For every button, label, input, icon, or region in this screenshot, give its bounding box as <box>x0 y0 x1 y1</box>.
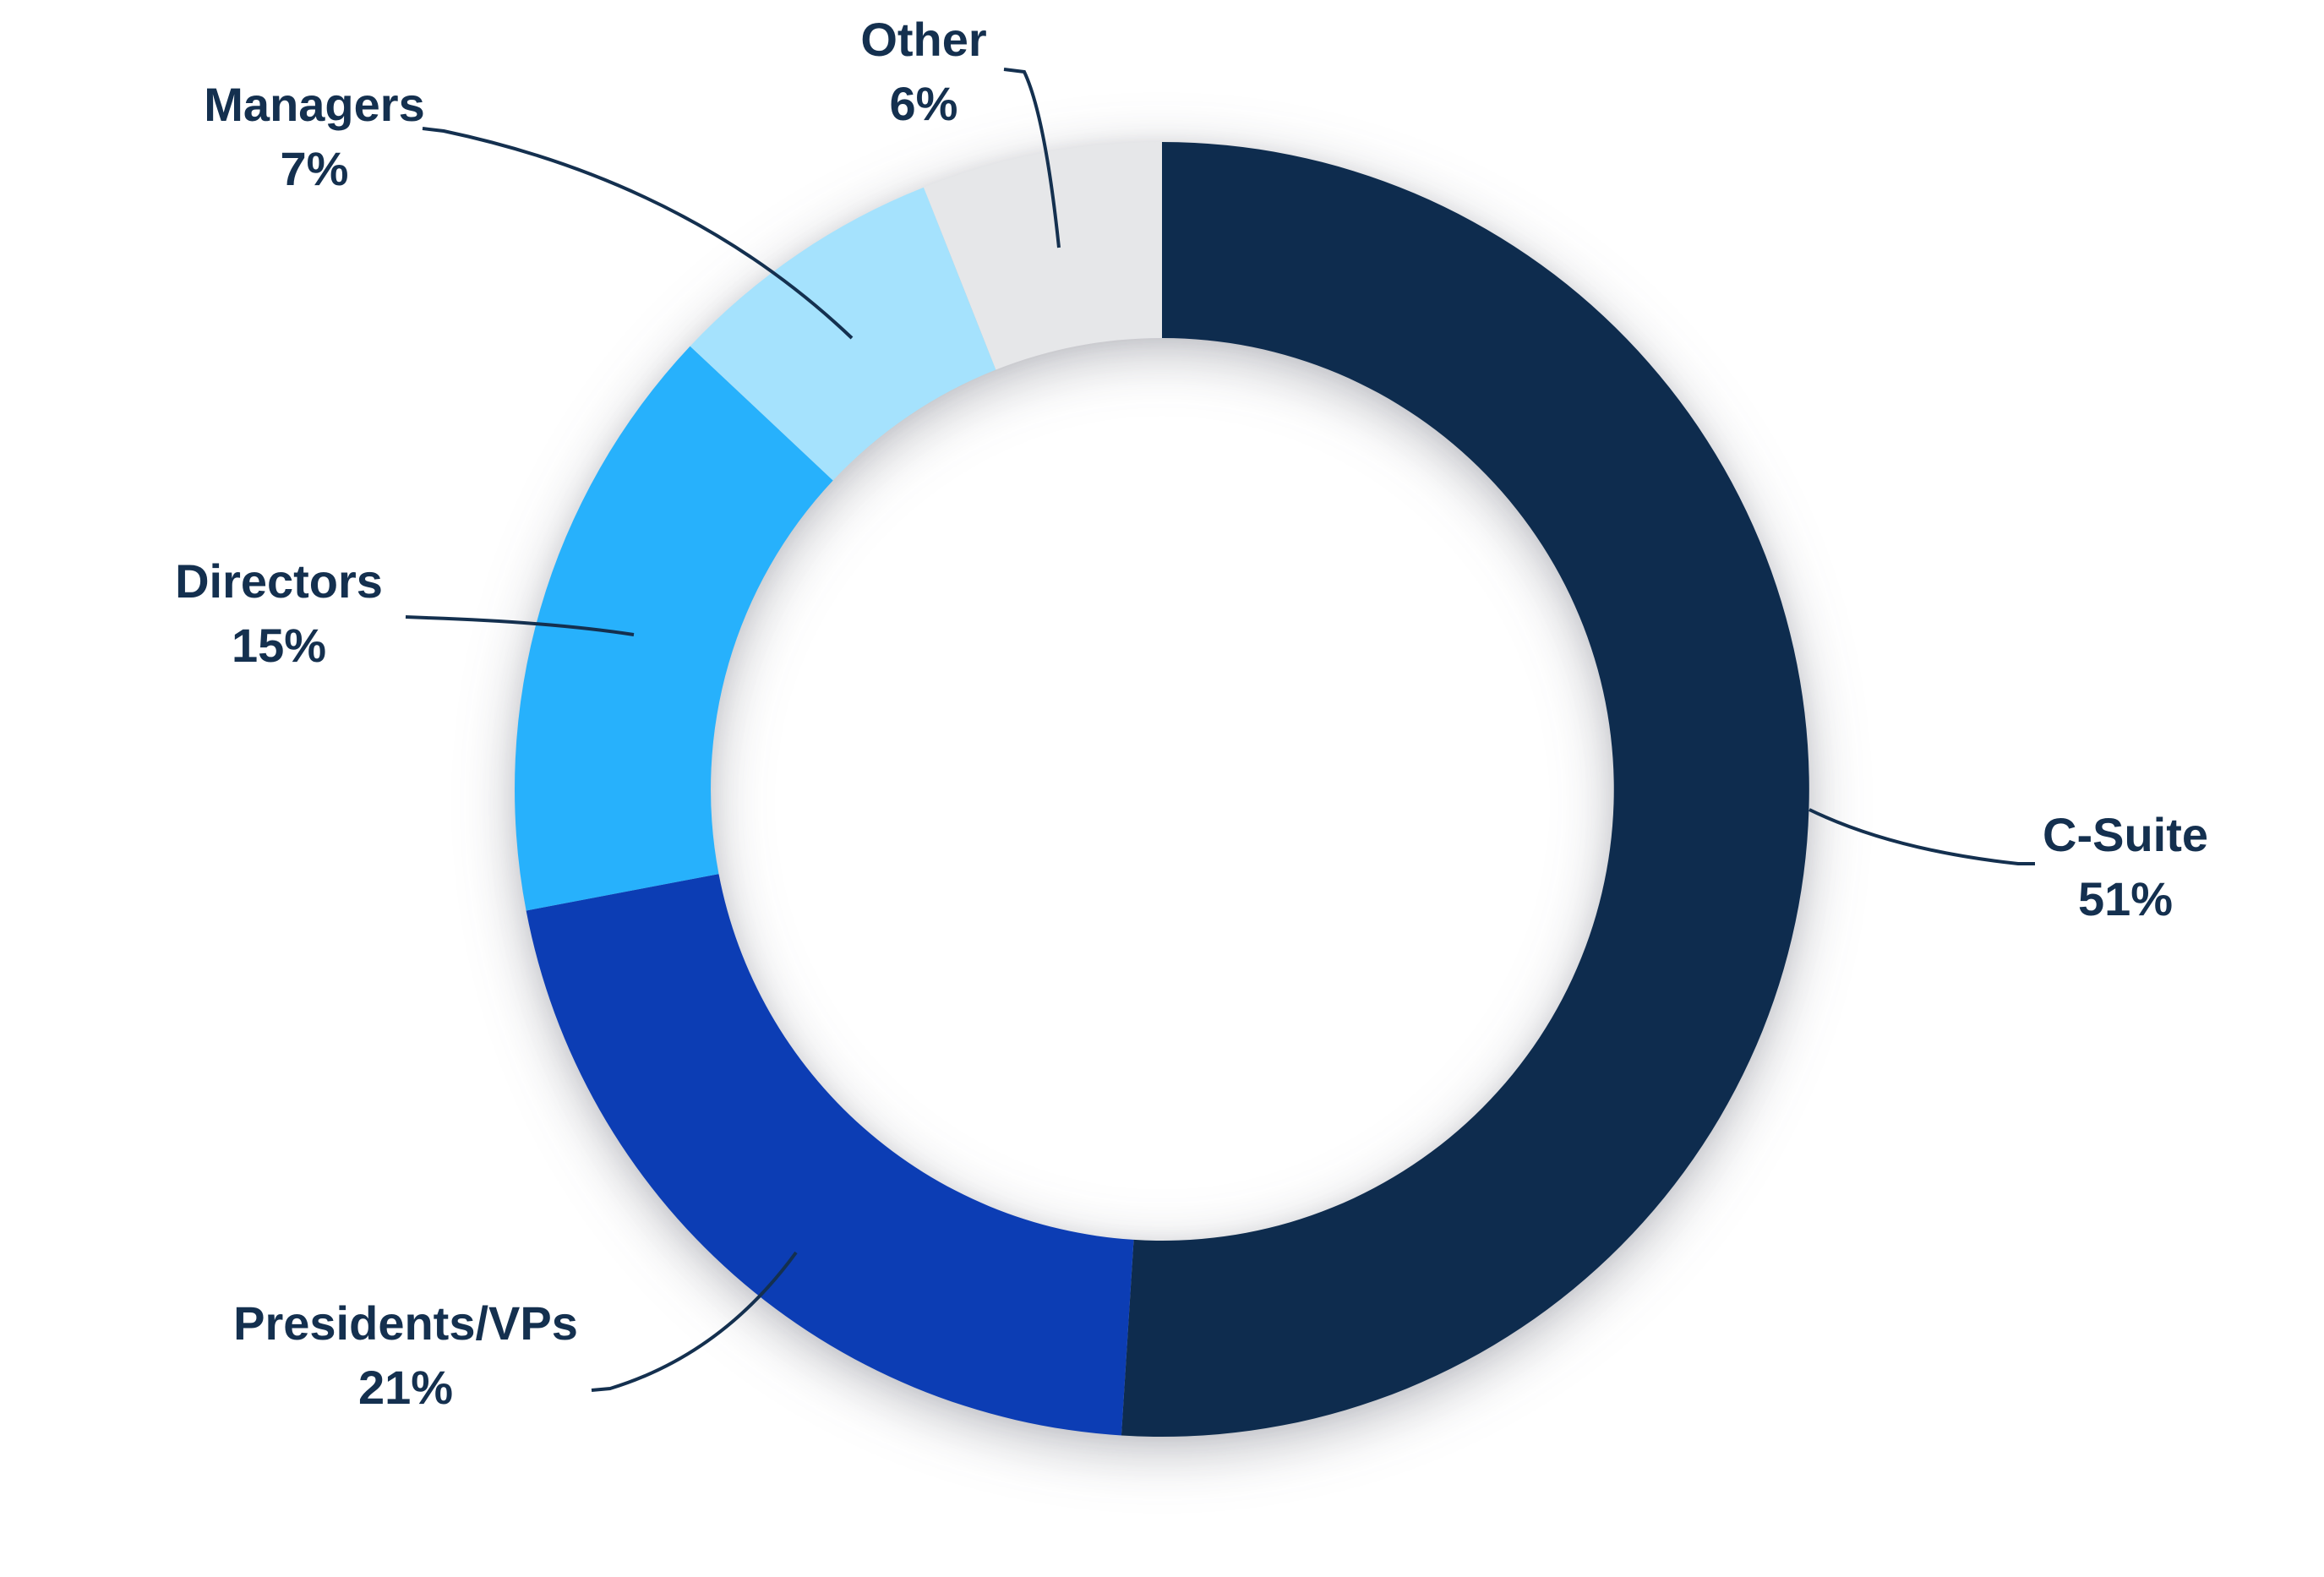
slice-presidents-vps <box>526 874 1134 1436</box>
slice-name: C-Suite <box>2043 808 2208 861</box>
leader-line-directors <box>405 615 635 636</box>
leader-line-managers <box>422 127 854 340</box>
slice-label-other: Other 6% <box>860 8 986 136</box>
slice-managers <box>690 187 996 481</box>
slice-name: Directors <box>175 554 383 608</box>
slice-pct: 7% <box>280 142 349 195</box>
slice-name: Managers <box>204 78 425 131</box>
leader-line-c-suite <box>1808 808 2035 865</box>
slice-pct: 21% <box>357 1361 454 1414</box>
donut-slices <box>515 142 1809 1437</box>
slice-label-directors: Directors 15% <box>175 549 383 678</box>
slice-pct: 51% <box>2077 872 2174 925</box>
slice-other <box>924 142 1162 370</box>
slice-label-managers: Managers 7% <box>204 73 424 201</box>
slice-pct: 15% <box>231 619 327 672</box>
slice-name: Presidents/VPs <box>233 1296 578 1350</box>
leader-lines <box>405 68 2035 1392</box>
leader-line-presidents-vps <box>591 1251 798 1392</box>
slice-c-suite <box>1121 142 1809 1437</box>
slice-label-c-suite: C-Suite 51% <box>2043 803 2208 931</box>
leader-line-other <box>1003 68 1061 248</box>
slice-label-presidents-vps: Presidents/VPs 21% <box>233 1291 578 1420</box>
slice-name: Other <box>860 13 987 66</box>
slice-pct: 6% <box>889 77 958 130</box>
slice-directors <box>515 346 833 911</box>
